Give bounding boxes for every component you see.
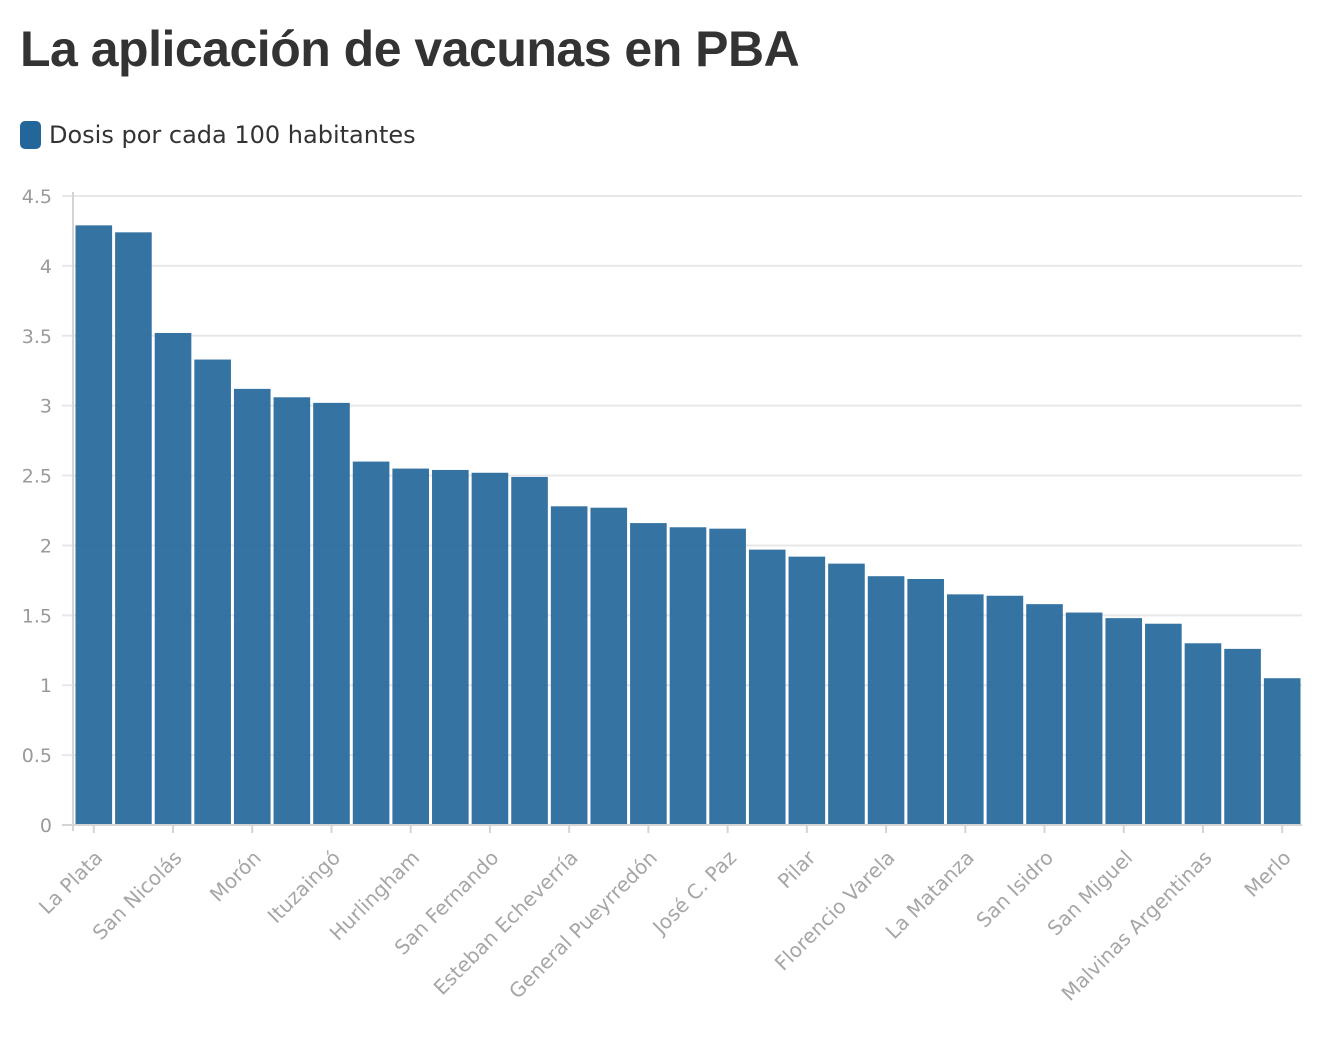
bar <box>986 595 1024 825</box>
bar <box>392 468 430 825</box>
x-tick-label: Ituzaingó <box>263 846 345 928</box>
bar <box>669 527 707 825</box>
bar <box>590 507 628 825</box>
y-tick-label: 1.5 <box>22 605 52 627</box>
bar <box>75 225 113 826</box>
bar <box>907 578 944 825</box>
bar <box>630 523 667 825</box>
legend-swatch <box>20 121 41 149</box>
x-tick-label: José C. Paz <box>647 846 742 941</box>
bar <box>194 359 231 825</box>
bar <box>115 232 152 826</box>
y-tick-label: 4 <box>40 256 52 278</box>
y-tick-label: 2 <box>40 535 52 557</box>
bar <box>471 472 509 825</box>
bar <box>1065 612 1103 825</box>
bar <box>867 576 905 825</box>
legend-label: Dosis por cada 100 habitantes <box>49 121 416 149</box>
bar <box>828 563 865 825</box>
bar <box>432 469 469 825</box>
x-tick-label: Malvinas Argentinas <box>1057 846 1217 1006</box>
bar <box>1184 643 1222 825</box>
y-tick-label: 1 <box>40 675 52 697</box>
bar <box>313 402 350 825</box>
bar <box>709 528 746 825</box>
x-tick-label: General Pueyrredón <box>504 846 662 1004</box>
x-tick-label: La Plata <box>34 846 107 919</box>
bar <box>1145 623 1182 825</box>
chart-title: La aplicación de vacunas en PBA <box>20 21 800 77</box>
y-tick-label: 3 <box>40 396 52 418</box>
x-tick-label: Esteban Echeverría <box>429 846 583 1000</box>
bar <box>511 476 548 825</box>
bar <box>352 461 390 825</box>
bar <box>946 594 984 825</box>
bar <box>273 397 311 825</box>
bar <box>233 388 271 825</box>
x-tick-label: Morón <box>205 846 266 907</box>
x-tick-label: Pilar <box>773 845 821 893</box>
bar <box>788 556 826 825</box>
legend: Dosis por cada 100 habitantes <box>20 120 416 150</box>
bar <box>1105 618 1143 825</box>
y-tick-label: 4.5 <box>22 186 52 208</box>
bar <box>748 549 786 825</box>
y-tick-label: 0 <box>40 815 52 837</box>
y-tick-label: 2.5 <box>22 466 52 488</box>
y-tick-label: 3.5 <box>22 326 52 348</box>
x-tick-label: Merlo <box>1239 846 1295 902</box>
y-tick-label: 0.5 <box>22 745 52 767</box>
bar <box>1224 648 1261 825</box>
bar <box>1263 678 1301 825</box>
x-tick-label: San Isidro <box>971 846 1058 933</box>
bar <box>154 332 192 825</box>
bar <box>1026 604 1063 825</box>
bar <box>550 506 588 825</box>
